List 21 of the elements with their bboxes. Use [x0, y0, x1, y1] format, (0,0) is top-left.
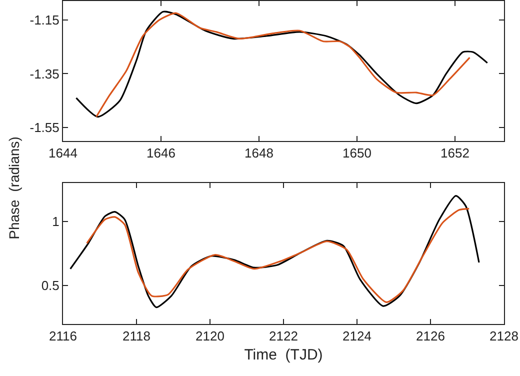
x-tick-label: 2128: [490, 328, 518, 344]
x-tick-label: 1650: [342, 146, 372, 161]
x-tick-label: 1644: [48, 146, 78, 161]
x-tick-label: 2120: [196, 328, 224, 344]
x-tick-label: 2124: [342, 328, 372, 344]
x-tick-label: 1648: [244, 146, 274, 161]
y-axis-title: Phase (radians): [6, 136, 22, 240]
x-tick-label: 1652: [440, 146, 470, 161]
y-tick-label: -1.35: [30, 66, 60, 82]
x-axis-title: Time (TJD): [244, 346, 323, 364]
line-series: [70, 195, 480, 308]
line-series: [86, 208, 470, 304]
x-tick-label: 2126: [416, 328, 445, 344]
y-tick-label: -1.15: [30, 12, 60, 28]
x-tick-label: 1646: [146, 146, 176, 161]
y-tick-label: -1.55: [30, 120, 60, 136]
y-tick-label: 1: [52, 214, 60, 229]
x-tick-label: 2116: [49, 328, 77, 344]
x-tick-label: 2118: [122, 328, 150, 344]
x-tick-label: 2122: [269, 328, 298, 344]
y-tick-label: 0.5: [41, 278, 60, 294]
